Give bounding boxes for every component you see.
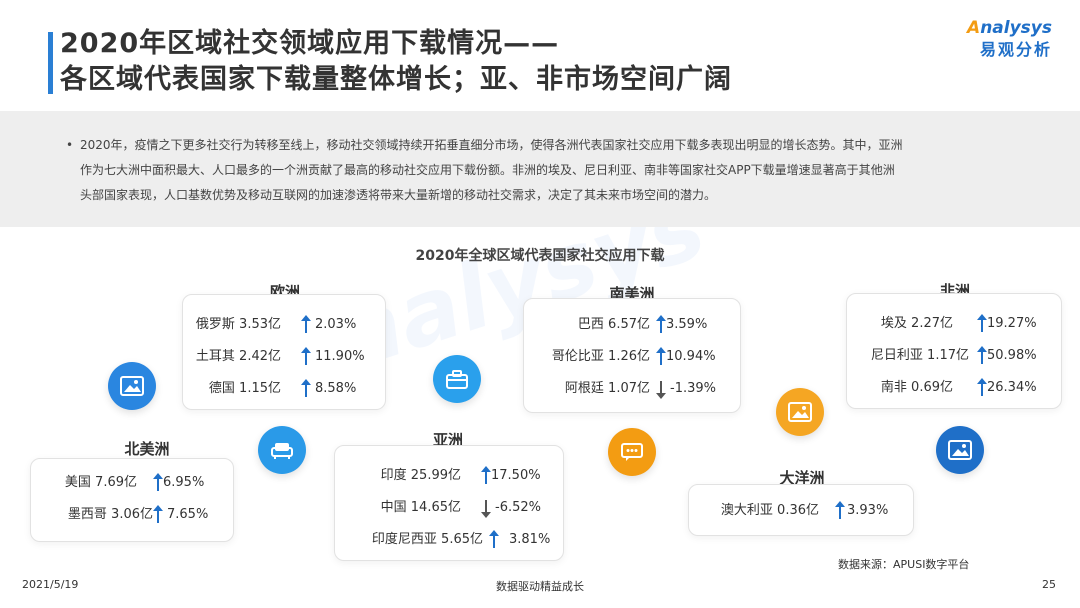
arrow-up-icon [301, 379, 311, 397]
arrow-down-icon [481, 500, 491, 518]
table-row: 尼日利亚 1.17亿 50.98% [870, 346, 1037, 364]
footer-date: 2021/5/19 [22, 578, 79, 591]
arrow-up-icon [153, 473, 163, 491]
summary-box: • 2020年，疫情之下更多社交行为转移至线上，移动社交领域持续开拓垂直细分市场… [0, 111, 1080, 227]
title-accent-bar [48, 32, 53, 94]
arrow-up-icon [301, 347, 311, 365]
table-row: 墨西哥 3.06亿 7.65% [67, 505, 209, 523]
image-icon [936, 426, 984, 474]
card-asia: 印度 25.99亿 17.50% 中国 14.65亿 -6.52% 印度尼西亚 … [334, 445, 564, 561]
table-row: 俄罗斯 3.53亿 2.03% [195, 315, 357, 333]
briefcase-icon [433, 355, 481, 403]
arrow-up-icon [656, 315, 666, 333]
region-label-north-america: 北美洲 [124, 440, 170, 458]
footer-slogan: 数据驱动精益成长 [496, 580, 584, 593]
summary-line-2: 作为七大洲中面积最大、人口最多的一个洲贡献了最高的移动社交应用下载份额。非洲的埃… [80, 163, 895, 177]
region-label-asia: 亚洲 [432, 431, 463, 449]
analysys-logo: Analysys 易观分析 [967, 18, 1052, 59]
card-europe: 俄罗斯 3.53亿 2.03% 土耳其 2.42亿 11.90% 德国 1.15… [182, 294, 386, 410]
page-title: 2020年区域社交领域应用下载情况—— 各区域代表国家下载量整体增长；亚、非市场… [60, 26, 732, 98]
arrow-down-icon [656, 381, 666, 399]
summary-line-3: 头部国家表现，人口基数优势及移动互联网的加速渗透将带来大量新增的移动社交需求，决… [80, 188, 717, 202]
card-south-america: 巴西 6.57亿 3.59% 哥伦比亚 1.26亿 10.94% 阿根廷 1.0… [523, 298, 741, 413]
arrow-up-icon [489, 530, 499, 548]
page-number: 25 [1042, 578, 1056, 591]
arrow-up-icon [153, 505, 163, 523]
image-icon [776, 388, 824, 436]
arrow-up-icon [656, 347, 666, 365]
card-africa: 埃及 2.27亿 19.27% 尼日利亚 1.17亿 50.98% 南非 0.6… [846, 293, 1062, 409]
card-oceania: 澳大利亚 0.36亿 3.93% [688, 484, 914, 536]
arrow-up-icon [481, 466, 491, 484]
image-icon [108, 362, 156, 410]
arrow-up-icon [977, 314, 987, 332]
table-row: 美国 7.69亿 6.95% [64, 473, 205, 491]
table-row: 哥伦比亚 1.26亿 10.94% [551, 347, 716, 365]
arrow-up-icon [301, 315, 311, 333]
arrow-up-icon [977, 378, 987, 396]
table-row: 印度 25.99亿 17.50% [380, 466, 541, 484]
table-row: 中国 14.65亿 -6.52% [380, 500, 541, 518]
summary-bullet: • [66, 138, 74, 152]
table-row: 土耳其 2.42亿 11.90% [195, 347, 365, 365]
data-source: 数据来源：APUSI数字平台 [838, 558, 970, 571]
table-row: 南非 0.69亿 26.34% [880, 378, 1037, 396]
card-north-america: 美国 7.69亿 6.95% 墨西哥 3.06亿 7.65% [30, 458, 234, 542]
title-line-1: 2020年区域社交领域应用下载情况—— [60, 28, 560, 59]
table-row: 阿根廷 1.07亿 -1.39% [564, 381, 716, 399]
arrow-up-icon [977, 346, 987, 364]
summary-line-1: 2020年，疫情之下更多社交行为转移至线上，移动社交领域持续开拓垂直细分市场，使… [80, 138, 903, 152]
title-line-2: 各区域代表国家下载量整体增长；亚、非市场空间广阔 [60, 64, 732, 95]
sofa-icon [258, 426, 306, 474]
region-label-oceania: 大洋洲 [779, 469, 825, 487]
table-row: 德国 1.15亿 8.58% [208, 379, 357, 397]
table-row: 澳大利亚 0.36亿 3.93% [720, 501, 889, 519]
table-row: 巴西 6.57亿 3.59% [577, 315, 708, 333]
table-row: 印度尼西亚 5.65亿 3.81% [371, 530, 551, 548]
arrow-up-icon [835, 501, 845, 519]
chat-icon [608, 428, 656, 476]
chart-title: 2020年全球区域代表国家社交应用下载 [415, 248, 665, 264]
table-row: 埃及 2.27亿 19.27% [880, 314, 1037, 332]
